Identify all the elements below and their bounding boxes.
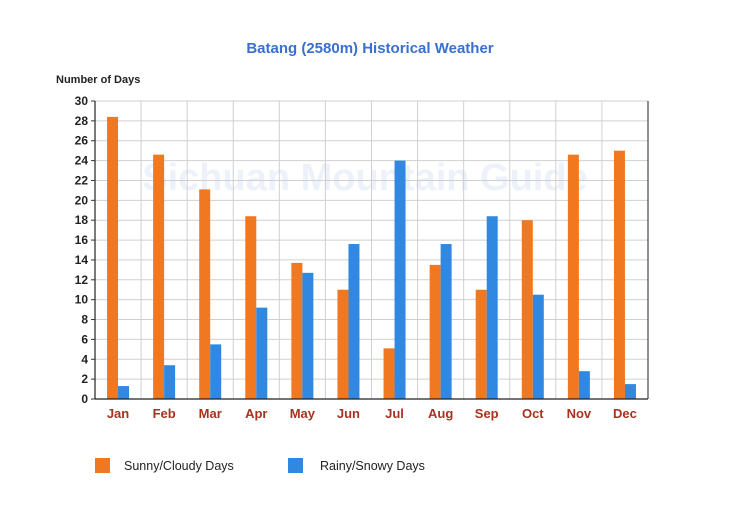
- axes: [94, 101, 649, 400]
- y-tick-label: 16: [75, 233, 89, 247]
- bar-rainy-sep: [486, 216, 498, 399]
- y-tick-label: 8: [81, 313, 88, 327]
- watermark: Sichuan Mountain Guide: [142, 157, 587, 199]
- bar-sunny-dec: [613, 150, 625, 399]
- y-tick-label: 20: [75, 193, 89, 207]
- bar-sunny-apr: [245, 216, 257, 399]
- y-tick-label: 18: [75, 213, 89, 227]
- y-tick-label: 30: [75, 94, 89, 108]
- bar-rainy-may: [302, 272, 314, 399]
- y-tick-label: 12: [75, 273, 89, 287]
- bar-rainy-jul: [394, 160, 406, 399]
- bar-rainy-apr: [256, 307, 268, 399]
- x-tick-label: Aug: [428, 406, 453, 421]
- legend: Sunny/Cloudy Days Rainy/Snowy Days: [95, 458, 425, 473]
- bar-rainy-jun: [348, 244, 360, 399]
- bar-sunny-jun: [337, 289, 349, 399]
- bar-rainy-feb: [164, 365, 176, 399]
- bar-rainy-jan: [118, 386, 130, 399]
- bar-sunny-oct: [521, 220, 533, 399]
- x-tick-label: May: [290, 406, 316, 421]
- x-tick-label: Jul: [385, 406, 404, 421]
- y-tick-label: 14: [75, 253, 89, 267]
- bar-sunny-mar: [199, 189, 211, 399]
- legend-label: Rainy/Snowy Days: [320, 459, 425, 473]
- bar-sunny-sep: [475, 289, 487, 399]
- y-tick-label: 0: [81, 392, 88, 406]
- y-tick-label: 24: [75, 154, 89, 168]
- y-tick-label: 28: [75, 114, 89, 128]
- legend-swatch: [95, 458, 110, 473]
- y-tick-label: 22: [75, 173, 89, 187]
- bar-rainy-mar: [210, 344, 222, 399]
- bar-sunny-jul: [383, 348, 395, 399]
- y-tick-label: 26: [75, 134, 89, 148]
- x-tick-label: Sep: [475, 406, 499, 421]
- bar-rainy-oct: [532, 294, 544, 399]
- y-tick-label: 10: [75, 293, 89, 307]
- x-tick-label: Feb: [153, 406, 176, 421]
- legend-label: Sunny/Cloudy Days: [124, 459, 234, 473]
- bar-rainy-aug: [440, 244, 452, 399]
- x-tick-label: Dec: [613, 406, 637, 421]
- bar-sunny-feb: [153, 154, 165, 399]
- x-tick-label: Nov: [567, 406, 592, 421]
- bar-sunny-aug: [429, 264, 441, 399]
- legend-swatch: [288, 458, 303, 473]
- chart-title: Batang (2580m) Historical Weather: [246, 40, 493, 57]
- bar-sunny-may: [291, 262, 303, 399]
- x-tick-label: Oct: [522, 406, 544, 421]
- x-tick-label: Mar: [199, 406, 222, 421]
- grid: [94, 100, 649, 399]
- bars: [107, 116, 636, 399]
- y-axis-label: Number of Days: [56, 74, 140, 86]
- y-tick-label: 6: [81, 332, 88, 346]
- x-tick-label: Jan: [107, 406, 129, 421]
- x-tick-label: Jun: [337, 406, 360, 421]
- bar-rainy-nov: [578, 371, 590, 399]
- bar-rainy-dec: [624, 384, 636, 399]
- x-tick-label: Apr: [245, 406, 267, 421]
- bar-sunny-jan: [107, 116, 119, 399]
- bar-sunny-nov: [567, 154, 579, 399]
- y-tick-label: 4: [81, 352, 88, 366]
- y-tick-label: 2: [81, 372, 88, 386]
- x-ticks: Jan Feb Mar Apr May Jun Jul Aug Sep Oct Nov Dec: [107, 406, 637, 421]
